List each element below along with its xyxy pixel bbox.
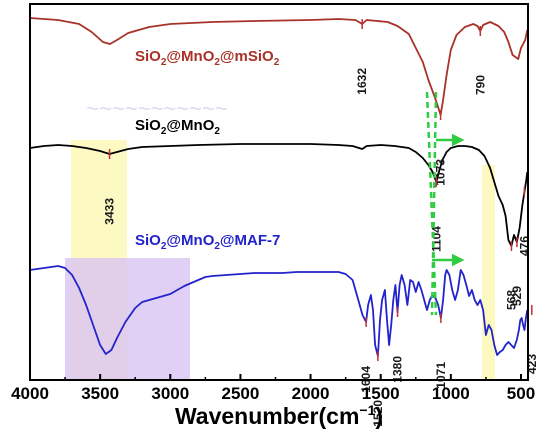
x-tick-label-3000: 3000 <box>151 384 189 403</box>
peak-label-790: 790 <box>473 75 487 95</box>
series-line-1 <box>29 143 529 247</box>
series-label-sio2-mno2-msio2: SiO2@MnO2@mSiO2 <box>135 48 280 68</box>
peak-label-1632: 1632 <box>355 68 369 95</box>
x-tick-label-3500: 3500 <box>81 384 119 403</box>
peak-label-1520: 1520 <box>371 400 385 427</box>
peak-label-3433: 3433 <box>103 198 117 225</box>
series-label-sio2-mno2-maf7: SiO2@MnO2@MAF-7 <box>135 232 280 252</box>
peak-label-1071: 1071 <box>434 362 448 389</box>
peak-label-529: 529 <box>510 286 524 306</box>
peak-label-1073: 1073 <box>434 159 448 186</box>
guide-dashed-line <box>425 91 438 316</box>
peak-label-476: 476 <box>517 236 531 256</box>
series-label-sio2-mno2: SiO2@MnO2 <box>135 117 220 137</box>
ghost-background-text: ~~~~~~~~~~~ <box>86 96 227 121</box>
series-line-0 <box>29 17 529 116</box>
series-line-2 <box>29 265 529 357</box>
guide-dashed-line <box>430 91 438 316</box>
peak-label-423: 423 <box>525 354 539 374</box>
guide-lines <box>425 91 465 316</box>
x-tick-layer: 4000 3500 3000 2500 2000 1500 1000 500 <box>11 374 535 403</box>
x-tick-label-4000: 4000 <box>11 384 49 403</box>
x-tick-label-1500: 1500 <box>362 384 400 403</box>
x-tick-label-2500: 2500 <box>222 384 260 403</box>
x-tick-label-500: 500 <box>507 384 535 403</box>
highlight-band-yellow <box>482 165 495 380</box>
peak-label-1104: 1104 <box>429 226 443 252</box>
peak-label-568: 568 <box>504 290 518 310</box>
peak-label-1380: 1380 <box>391 356 405 383</box>
plot-frame <box>29 3 529 381</box>
peak-marker-layer: 1632107379034331104568529476160415201380… <box>103 19 539 427</box>
x-axis-title: Wavenumber(cm−1) <box>175 402 383 429</box>
x-tick-label-1000: 1000 <box>432 384 470 403</box>
series-layer <box>29 17 529 357</box>
x-tick-label-2000: 2000 <box>292 384 330 403</box>
